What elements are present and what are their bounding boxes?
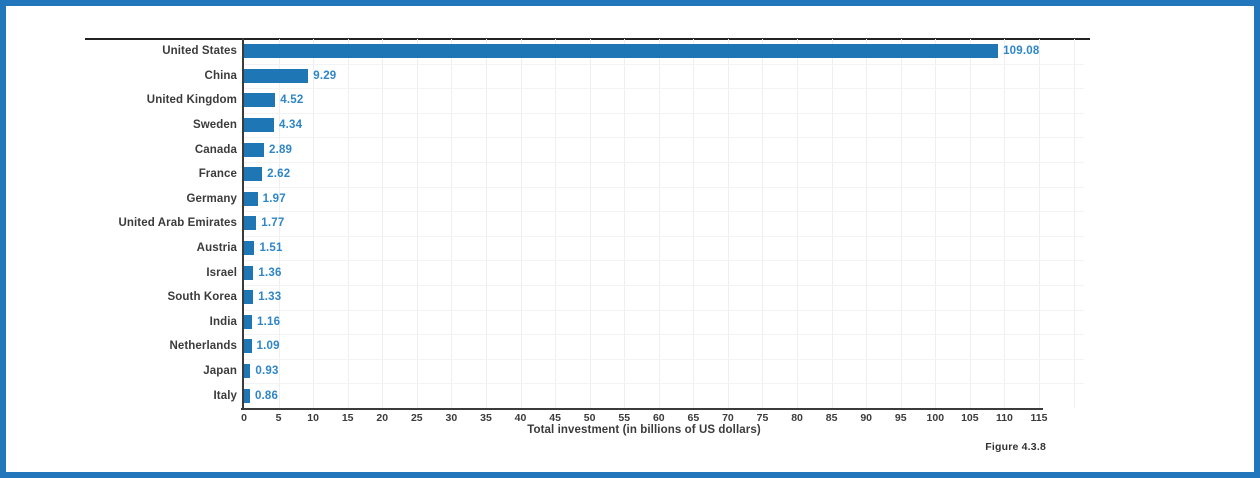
- x-tick-label: 80: [791, 412, 803, 424]
- bar: [244, 265, 254, 280]
- bar: [244, 241, 255, 256]
- value-label: 1.16: [257, 315, 281, 328]
- category-label: Germany: [186, 192, 237, 205]
- bar: [244, 167, 263, 182]
- value-label: 2.89: [268, 143, 293, 156]
- bar-row: Sweden 4.34: [85, 113, 1085, 138]
- value-label: 1.33: [258, 291, 282, 304]
- bar: [244, 142, 264, 157]
- value-label: 109.08: [1003, 45, 1040, 58]
- x-tick-label: 65: [687, 412, 700, 424]
- x-tick-label: 45: [549, 412, 561, 424]
- x-tick-label: 30: [445, 412, 458, 424]
- x-tick-label: 105: [961, 412, 979, 424]
- value-label: 4.52: [280, 94, 304, 107]
- figure-caption: Figure 4.3.8: [985, 441, 1046, 453]
- value-label: 1.09: [256, 340, 280, 353]
- x-axis-ticks: 0 5 10 15 20 25 30 35 40 45 50 55 60 65 70 75 80 85 90 95 10…: [241, 412, 1084, 426]
- y-axis-line: [242, 38, 244, 410]
- category-label: Austria: [196, 242, 237, 255]
- category-label: China: [204, 69, 237, 82]
- value-label: 0.86: [254, 389, 279, 402]
- bar-row: Austria 1.51: [85, 236, 1085, 261]
- bar-row: United Kingdom 4.52: [85, 88, 1085, 113]
- category-label: Israel: [206, 266, 237, 279]
- x-tick-label: 10: [307, 412, 319, 424]
- category-label: India: [209, 315, 237, 328]
- x-tick-label: 40: [514, 412, 527, 424]
- x-tick-label: 110: [995, 412, 1013, 424]
- category-label: United States: [162, 45, 237, 58]
- x-tick-label: 20: [376, 412, 389, 424]
- x-tick-label: 85: [825, 412, 838, 424]
- x-tick-label: 0: [241, 412, 247, 424]
- category-label: South Korea: [167, 291, 237, 304]
- value-label: 1.77: [261, 217, 285, 230]
- bar-row: China 9.29: [85, 64, 1085, 89]
- x-tick-label: 90: [860, 412, 873, 424]
- x-tick-label: 70: [722, 412, 734, 424]
- bar: [244, 339, 252, 354]
- bar-row: Netherlands 1.09: [85, 334, 1085, 359]
- bar: [244, 290, 254, 305]
- bar: [244, 364, 251, 379]
- bar: [244, 191, 258, 206]
- x-axis-title: Total investment (in billions of US doll…: [527, 424, 761, 436]
- bar-row: India 1.16: [85, 310, 1085, 335]
- x-tick-label: 50: [583, 412, 596, 424]
- x-tick-label: 115: [1030, 412, 1048, 424]
- category-label: France: [198, 168, 237, 181]
- bar: [244, 216, 257, 231]
- category-label: Italy: [213, 389, 237, 402]
- category-label: Japan: [203, 365, 237, 378]
- value-label: 0.93: [255, 365, 279, 378]
- category-label: Canada: [194, 143, 237, 156]
- bar-row: Japan 0.93: [85, 359, 1085, 384]
- value-label: 4.34: [279, 119, 303, 132]
- bar-row: Germany 1.97: [85, 187, 1085, 212]
- x-tick-label: 100: [926, 412, 945, 424]
- bar: [244, 388, 250, 403]
- category-label: Netherlands: [169, 340, 237, 353]
- bar-row: United States 109.08: [85, 39, 1085, 64]
- x-tick-label: 55: [618, 412, 631, 424]
- x-tick-label: 75: [756, 412, 769, 424]
- category-label: United Arab Emirates: [118, 217, 237, 230]
- bar-row: South Korea 1.33: [85, 285, 1085, 310]
- x-axis-line: [241, 408, 1043, 410]
- value-label: 1.36: [258, 266, 282, 279]
- x-tick-label: 5: [275, 412, 282, 424]
- bar-row: United Arab Emirates 1.77: [85, 211, 1085, 236]
- value-label: 1.97: [262, 192, 286, 205]
- bar: [244, 118, 274, 133]
- bar: [244, 93, 276, 108]
- bar: [244, 44, 999, 59]
- bar-row: Israel 1.36: [85, 260, 1085, 285]
- x-tick-label: 25: [410, 412, 423, 424]
- bar-row: Canada 2.89: [85, 137, 1085, 162]
- category-label: United Kingdom: [146, 94, 237, 107]
- value-label: 2.62: [267, 168, 291, 181]
- x-tick-label: 35: [480, 412, 492, 424]
- value-label: 9.29: [313, 69, 337, 82]
- bar: [244, 68, 309, 83]
- x-tick-label: 15: [341, 412, 354, 424]
- category-label: Sweden: [192, 119, 237, 132]
- value-label: 1.51: [259, 242, 283, 255]
- bar-row: France 2.62: [85, 162, 1085, 187]
- bar: [244, 314, 253, 329]
- x-tick-label: 60: [652, 412, 665, 424]
- bar-row: Italy 0.86: [85, 383, 1085, 408]
- bar-chart: United States 109.08 China 9.29 United Kingd…: [85, 39, 1085, 408]
- x-tick-label: 95: [894, 412, 907, 424]
- top-rule-line: [85, 38, 1090, 40]
